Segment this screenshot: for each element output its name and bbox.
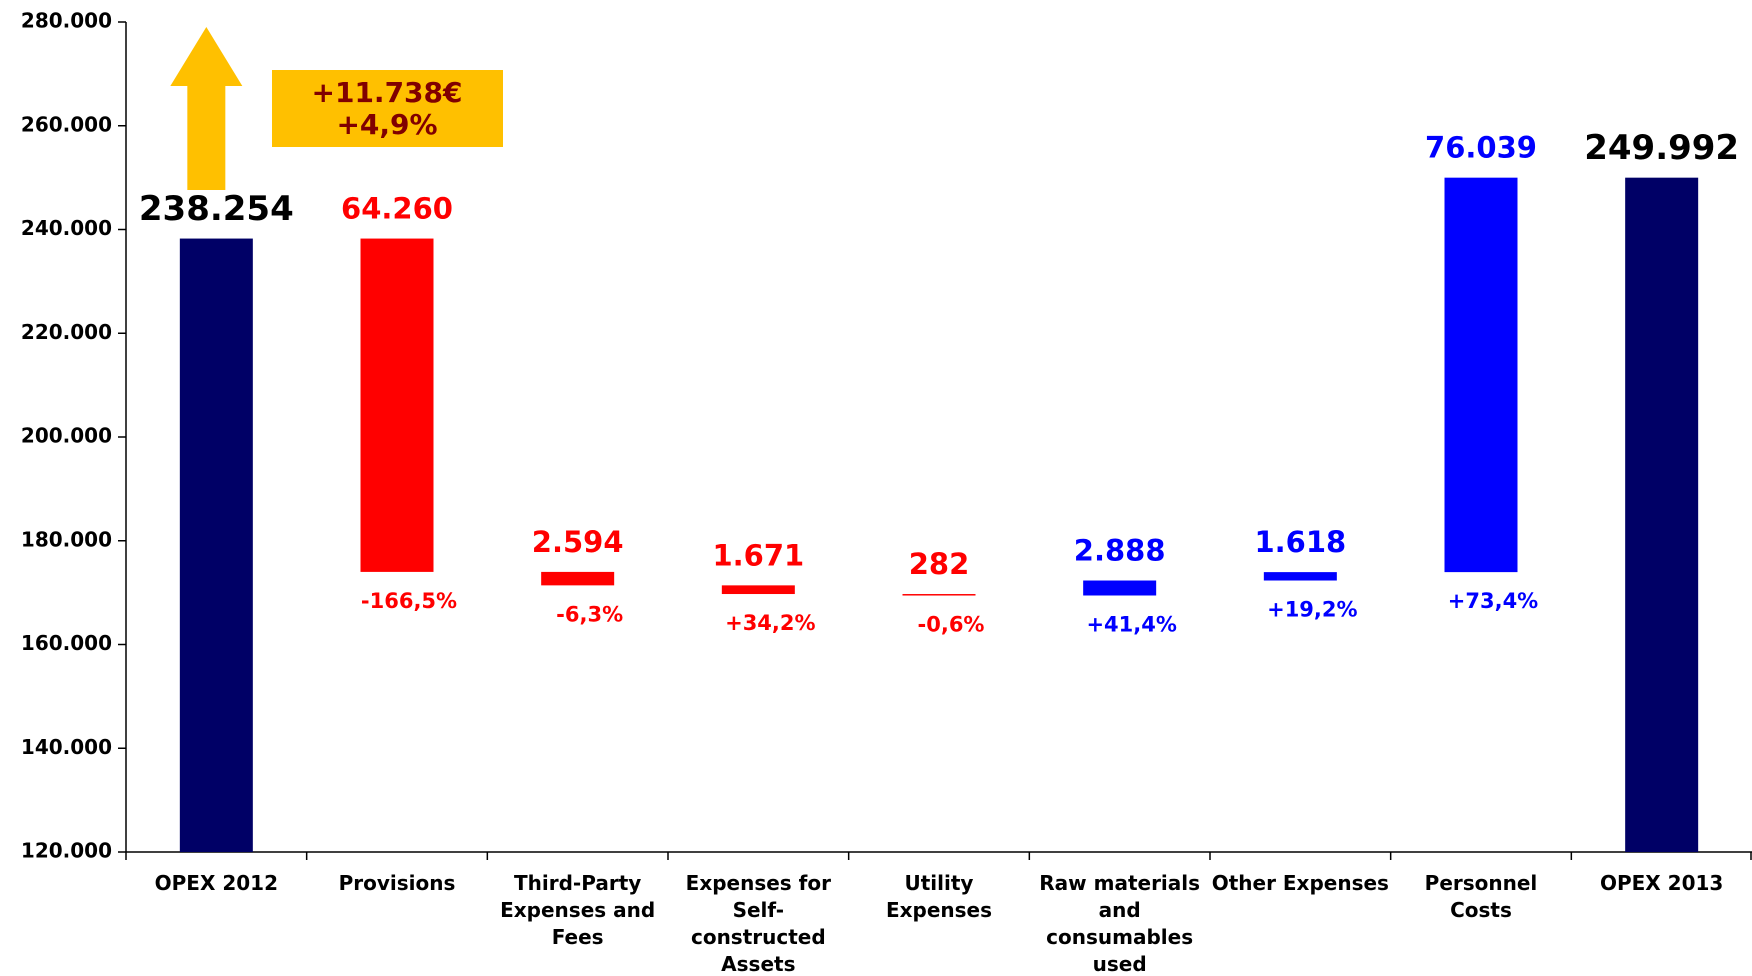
x-tick-label: Raw materials and consumables used <box>1039 871 1201 976</box>
bar <box>1263 572 1337 581</box>
value-label: 2.594 <box>532 525 624 559</box>
bar <box>721 585 795 595</box>
x-tick-label: Personnel Costs <box>1424 871 1538 922</box>
value-label: 1.618 <box>1254 525 1346 559</box>
y-tick-label: 280.000 <box>21 9 112 33</box>
annotation-text: +11.738€ <box>312 76 463 109</box>
annotation-text: +4,9% <box>336 108 437 141</box>
bar <box>179 238 253 852</box>
bar <box>541 571 615 586</box>
x-tick-label: Other Expenses <box>1211 871 1389 895</box>
value-label: 238.254 <box>139 189 294 229</box>
percent-label: -166,5% <box>361 589 457 613</box>
bar <box>1625 177 1699 852</box>
y-tick-label: 200.000 <box>21 424 112 448</box>
bar <box>360 238 434 572</box>
percent-label: +34,2% <box>725 611 815 635</box>
value-label: 1.671 <box>712 538 804 572</box>
x-tick-label: OPEX 2013 <box>1599 871 1724 895</box>
y-tick-label: 260.000 <box>21 112 112 136</box>
y-tick-label: 220.000 <box>21 320 112 344</box>
value-label: 64.260 <box>341 192 453 226</box>
value-label: 249.992 <box>1584 128 1739 168</box>
x-tick-label: Expenses for Self-constructed Assets <box>685 871 831 976</box>
value-label: 2.888 <box>1074 534 1166 568</box>
percent-label: -6,3% <box>556 602 623 626</box>
bar <box>1444 177 1518 573</box>
percent-label: -0,6% <box>918 612 985 636</box>
bar <box>902 594 976 596</box>
annotation-arrow <box>170 27 243 190</box>
y-tick-label: 180.000 <box>21 527 112 551</box>
x-tick-label: Third-Party Expenses and Fees <box>500 871 656 949</box>
y-tick-label: 240.000 <box>21 216 112 240</box>
x-tick-label: Provisions <box>338 871 456 895</box>
percent-label: +19,2% <box>1267 598 1357 622</box>
annotation-box <box>272 70 503 147</box>
percent-label: +41,4% <box>1086 612 1176 636</box>
x-tick-label: OPEX 2012 <box>154 871 279 895</box>
x-tick-label: Utility Expenses <box>885 871 993 922</box>
percent-label: +73,4% <box>1448 589 1538 613</box>
bar <box>1083 580 1157 596</box>
value-label: 282 <box>909 547 970 581</box>
y-tick-label: 160.000 <box>21 631 112 655</box>
y-tick-label: 140.000 <box>21 735 112 759</box>
value-label: 76.039 <box>1425 131 1537 165</box>
y-tick-label: 120.000 <box>21 839 112 863</box>
